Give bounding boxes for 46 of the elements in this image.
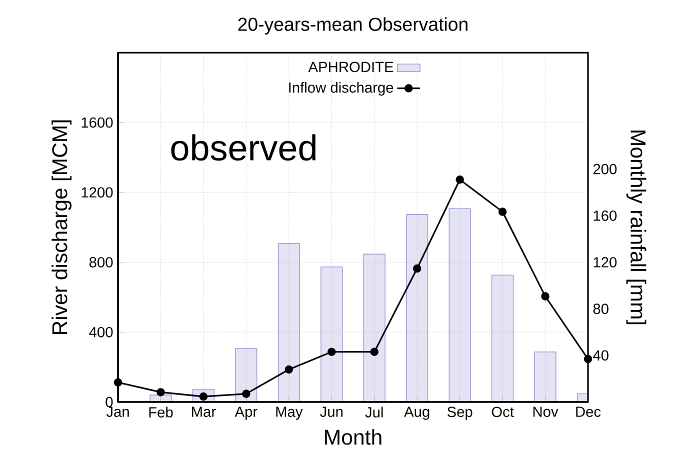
bar <box>235 348 258 402</box>
y2-tick-label: 200 <box>593 164 617 174</box>
bar <box>278 243 300 402</box>
bar <box>448 208 471 402</box>
point <box>328 348 336 356</box>
y-tick-label: 400 <box>89 326 113 338</box>
x-tick-label: Nov <box>533 406 558 417</box>
x-tick-label: Oct <box>492 406 514 418</box>
y-tick-label: 0 <box>106 396 113 408</box>
y-axis-title: River discharge [MCM] <box>52 120 72 334</box>
y2-tick-label: 120 <box>594 257 617 268</box>
x-tick-label: May <box>276 406 303 420</box>
x-tick-label: Mar <box>192 406 216 417</box>
y2-tick-label: 160 <box>594 210 617 221</box>
point <box>242 390 250 398</box>
legend-label: Inflow discharge <box>289 82 394 96</box>
point <box>541 292 550 300</box>
y-tick-label: 1200 <box>82 187 113 198</box>
x-tick-label: Aug <box>404 406 430 420</box>
x-tick-label: Apr <box>234 406 258 420</box>
point <box>412 264 422 273</box>
x-tick-label: Sep <box>447 406 472 420</box>
point <box>284 365 294 374</box>
bar <box>534 352 556 402</box>
x-tick-label: Feb <box>149 406 173 418</box>
y2-axis-title: Monthly rainfall [mm] <box>626 130 646 324</box>
y2-tick-label: 80 <box>593 304 608 314</box>
x-tick-label: Dec <box>576 406 601 417</box>
y2-tick-label: 40 <box>593 350 608 361</box>
point <box>456 176 464 184</box>
bar <box>492 274 514 402</box>
bar <box>406 214 428 402</box>
x-axis-title: Month <box>325 429 382 445</box>
bar <box>363 254 386 402</box>
bar <box>320 266 343 402</box>
x-tick-label: Jun <box>320 406 342 417</box>
point <box>498 208 507 216</box>
y-tick-label: 800 <box>89 257 113 268</box>
point <box>370 348 378 356</box>
point <box>156 388 165 396</box>
x-tick-label: Jan <box>106 406 129 417</box>
chart-title: 20-years-mean Observation <box>238 17 468 35</box>
x-tick-label: Jul <box>365 406 383 418</box>
legend-label: APHRODITE <box>308 62 394 72</box>
y-tick-label: 1600 <box>82 117 113 128</box>
annotation: observed <box>171 134 316 161</box>
